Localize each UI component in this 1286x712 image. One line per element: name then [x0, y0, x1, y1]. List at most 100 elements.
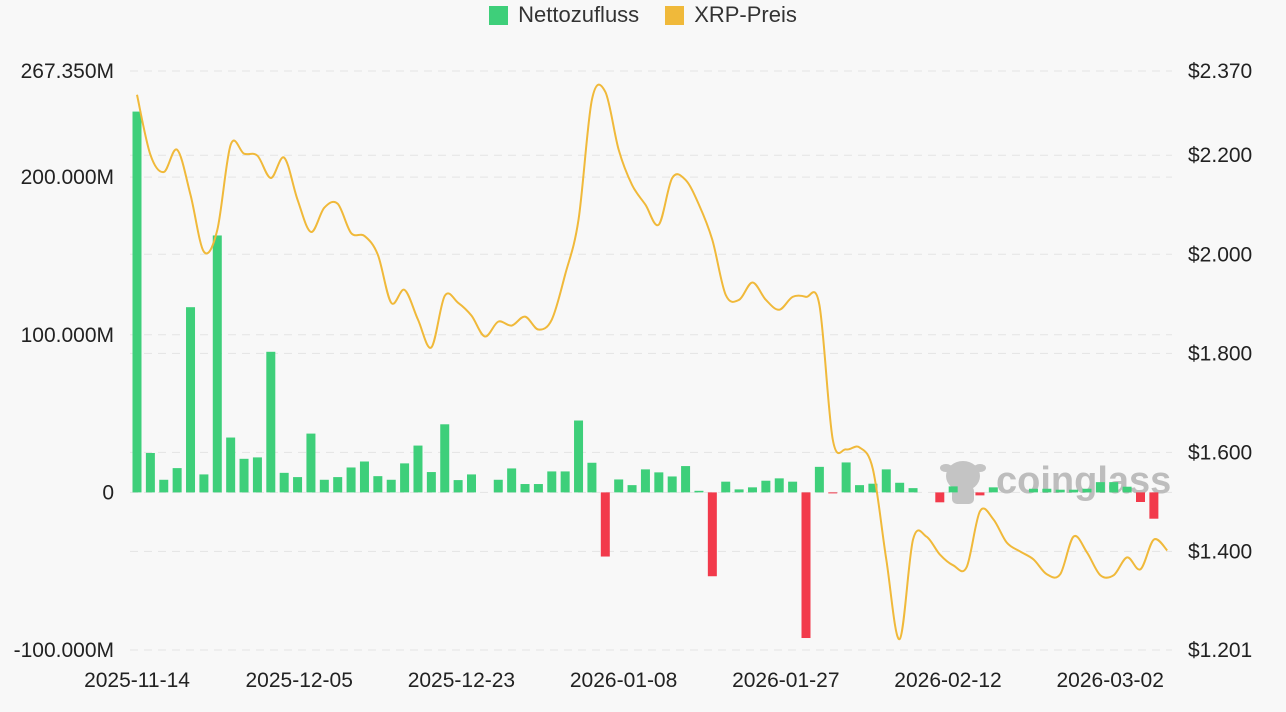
bar	[400, 463, 410, 493]
bar	[293, 477, 303, 493]
bar	[226, 437, 236, 493]
legend-item-xrp-price[interactable]: XRP-Preis	[665, 2, 797, 28]
bar	[855, 485, 865, 493]
x-axis-tick-label: 2026-03-02	[1056, 669, 1163, 692]
bar	[172, 468, 182, 493]
left-axis-tick-label: -100.000M	[14, 639, 114, 662]
bar	[975, 492, 985, 496]
bar	[868, 483, 878, 493]
bar	[145, 452, 155, 493]
bar	[814, 466, 824, 493]
bar	[841, 462, 851, 493]
right-axis-tick-label: $1.201	[1188, 639, 1252, 662]
x-axis-tick-label: 2025-12-23	[408, 669, 515, 692]
bar	[654, 472, 664, 493]
bar	[988, 487, 998, 493]
bar	[1149, 492, 1159, 519]
bar	[734, 489, 744, 493]
bar	[667, 476, 677, 493]
bar	[948, 486, 958, 493]
bar	[881, 469, 891, 493]
bar	[346, 467, 356, 493]
bar	[1109, 482, 1119, 493]
bar	[600, 492, 610, 557]
bar	[186, 307, 196, 493]
x-axis-tick-label: 2026-02-12	[894, 669, 1001, 692]
right-axis-tick-label: $1.400	[1188, 540, 1252, 563]
x-axis-tick-label: 2025-12-05	[245, 669, 352, 692]
x-axis-tick-label: 2026-01-27	[732, 669, 839, 692]
left-axis-tick-label: 267.350M	[21, 60, 114, 83]
bar	[614, 479, 624, 493]
bar	[252, 457, 262, 493]
bar	[1055, 489, 1065, 493]
right-axis-tick-label: $1.600	[1188, 441, 1252, 464]
bar	[788, 481, 798, 493]
bar	[199, 474, 209, 493]
watermark-text: coinglass	[996, 460, 1171, 502]
right-axis-tick-label: $2.370	[1188, 60, 1252, 83]
bar	[279, 472, 289, 493]
bar	[895, 482, 905, 493]
bar	[306, 433, 316, 493]
bar	[774, 478, 784, 493]
bar	[547, 471, 557, 493]
bar	[440, 424, 450, 493]
bar	[333, 477, 343, 493]
bar	[319, 479, 329, 493]
bar	[640, 469, 650, 493]
legend-label: XRP-Preis	[694, 2, 797, 27]
bar	[1122, 486, 1132, 493]
bar	[373, 476, 383, 493]
bar	[1069, 489, 1079, 493]
bar	[1095, 482, 1105, 493]
bar	[1136, 492, 1145, 502]
bar	[801, 492, 811, 639]
bar	[761, 480, 771, 493]
bar	[212, 235, 222, 493]
legend-label: Nettozufluss	[518, 2, 640, 27]
bar	[627, 485, 637, 493]
bar	[493, 479, 503, 493]
x-axis-tick-label: 2025-11-14	[84, 669, 190, 692]
x-axis-tick-label: 2026-01-08	[570, 669, 677, 692]
bar	[681, 466, 691, 493]
left-axis-tick-label: 100.000M	[21, 324, 114, 347]
bar	[266, 351, 276, 493]
right-axis-tick-label: $2.200	[1188, 144, 1252, 167]
left-axis-tick-label: 200.000M	[21, 166, 114, 189]
bar	[359, 461, 369, 493]
bar	[1082, 488, 1092, 493]
bar	[453, 480, 463, 493]
bar	[828, 492, 838, 494]
bar	[426, 472, 436, 493]
bar	[239, 458, 249, 493]
bar	[413, 445, 423, 493]
bar	[1028, 488, 1038, 493]
bar	[533, 484, 543, 493]
left-axis-tick-label: 0	[102, 481, 114, 504]
legend: Nettozufluss XRP-Preis	[0, 2, 1286, 28]
bar	[467, 474, 476, 493]
bar	[1042, 488, 1052, 493]
bar	[560, 471, 570, 493]
legend-item-net-inflow[interactable]: Nettozufluss	[489, 2, 639, 28]
bar	[507, 468, 517, 493]
bar	[935, 492, 945, 503]
legend-swatch-green	[489, 5, 509, 25]
bar	[159, 479, 169, 493]
legend-swatch-yellow	[665, 5, 685, 25]
bar	[574, 420, 584, 493]
right-axis-tick-label: $1.800	[1188, 342, 1252, 365]
bar	[747, 487, 757, 493]
bar	[908, 488, 918, 493]
price-line	[136, 83, 1168, 641]
bar	[386, 479, 396, 493]
bar	[707, 492, 717, 577]
bar	[520, 484, 530, 493]
bar	[721, 481, 731, 493]
bar	[587, 462, 597, 493]
bar	[132, 111, 142, 493]
right-axis-tick-label: $2.000	[1188, 243, 1252, 266]
